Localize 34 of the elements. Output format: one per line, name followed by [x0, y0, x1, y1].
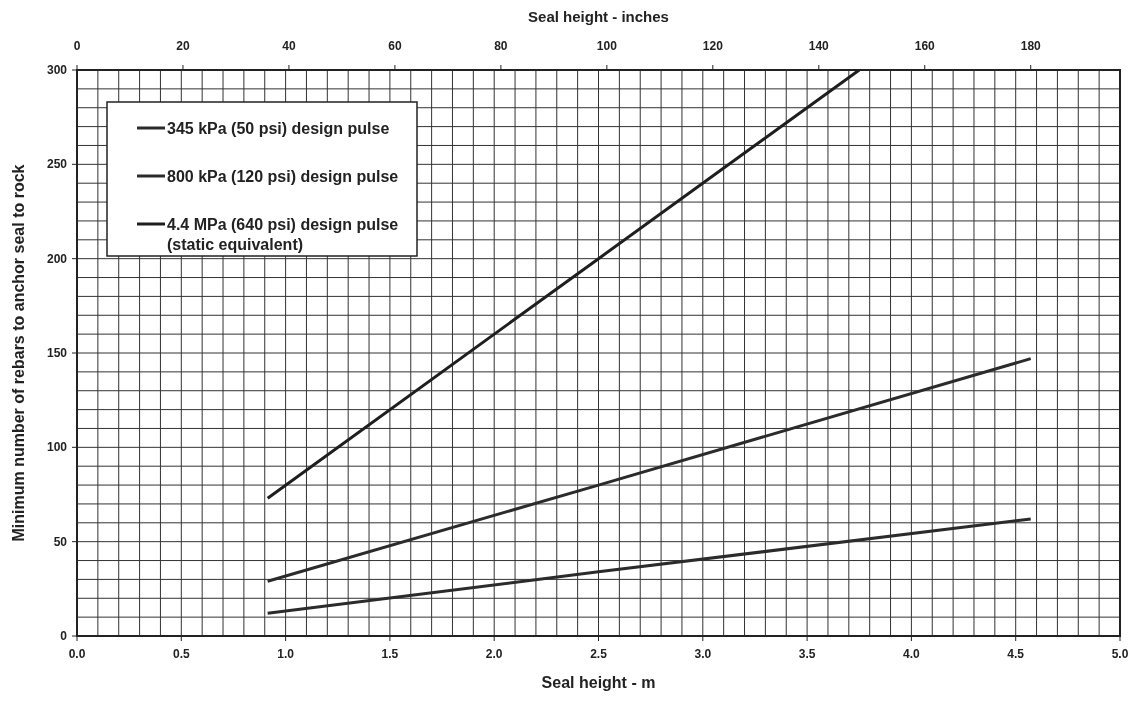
y-tick-label: 250 — [46, 157, 68, 172]
x-tick-label: 0.0 — [68, 647, 86, 661]
x2-tick-label: 160 — [914, 39, 936, 53]
x2-tick-label: 60 — [388, 39, 402, 53]
x-tick-label: 1.5 — [381, 647, 399, 661]
y-tick-label: 200 — [46, 251, 68, 266]
x-tick-label: 1.0 — [277, 647, 295, 661]
y-tick-label: 50 — [53, 534, 68, 549]
x-tick-label: 3.0 — [694, 647, 712, 661]
legend-label: 4.4 MPa (640 psi) design pulse (static equivalent) — [167, 216, 399, 253]
y-tick-label: 150 — [46, 346, 68, 360]
y-axis-title: Minimum number of rebars to anchor seal to rock — [10, 164, 27, 542]
x2-tick-label: 180 — [1020, 39, 1042, 53]
x2-tick-label: 20 — [176, 39, 190, 53]
x-tick-label: 3.5 — [798, 647, 816, 661]
x-tick-label: 4.5 — [1007, 647, 1025, 661]
legend-label: 800 kPa (120 psi) design pulse — [167, 168, 399, 185]
x2-tick-label: 140 — [808, 39, 830, 53]
y-tick-label: 300 — [46, 63, 68, 77]
legend-label: 345 kPa (50 psi) design pulse — [167, 120, 390, 137]
y-tick-label: 100 — [46, 440, 68, 455]
x-tick-label: 4.0 — [903, 647, 921, 661]
y-tick-label: 0 — [60, 629, 68, 643]
x2-tick-label: 0 — [73, 39, 81, 53]
x2-tick-label: 80 — [494, 39, 508, 53]
x-tick-label: 5.0 — [1111, 647, 1129, 661]
x2-axis-title: Seal height - inches — [528, 8, 669, 25]
x-tick-label: 0.5 — [172, 647, 190, 661]
x-axis-title: Seal height - m — [541, 674, 656, 691]
x-tick-label: 2.5 — [590, 647, 608, 661]
x2-tick-label: 100 — [596, 39, 618, 53]
x2-tick-label: 40 — [282, 39, 296, 53]
x-tick-label: 2.0 — [485, 647, 503, 661]
x2-tick-label: 120 — [702, 39, 724, 53]
